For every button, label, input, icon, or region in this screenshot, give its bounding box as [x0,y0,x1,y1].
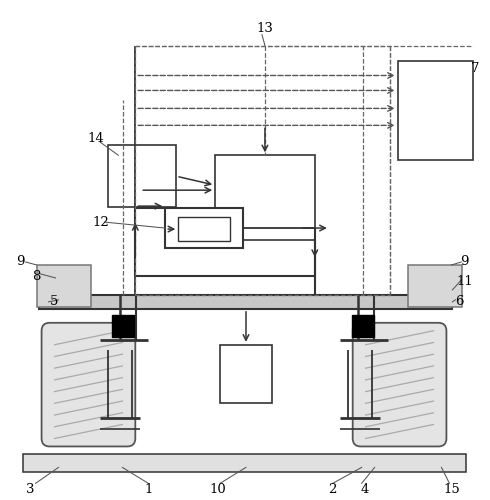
Text: 9: 9 [460,256,468,268]
FancyBboxPatch shape [353,323,446,446]
Text: 6: 6 [455,296,464,308]
Bar [23,454,466,472]
Text: 9: 9 [16,256,25,268]
Text: 10: 10 [210,483,226,496]
Text: 3: 3 [26,483,35,496]
Text: 1: 1 [144,483,152,496]
Text: 13: 13 [256,22,273,35]
Bar [215,156,315,240]
Bar [408,265,463,307]
Text: 11: 11 [456,276,473,288]
Bar [165,208,243,248]
Bar [220,344,272,403]
Text: 5: 5 [50,296,59,308]
Text: 2: 2 [329,483,337,496]
Text: 12: 12 [92,216,109,228]
Bar [39,295,452,309]
Text: 7: 7 [471,62,480,75]
Bar [108,146,176,207]
Bar [112,315,134,337]
Text: 4: 4 [361,483,369,496]
Bar [178,217,230,241]
Bar [37,265,92,307]
Text: 15: 15 [443,483,460,496]
Bar [352,315,374,337]
Text: 8: 8 [32,270,41,283]
Text: 14: 14 [87,132,104,145]
Bar [397,60,473,160]
FancyBboxPatch shape [42,323,135,446]
